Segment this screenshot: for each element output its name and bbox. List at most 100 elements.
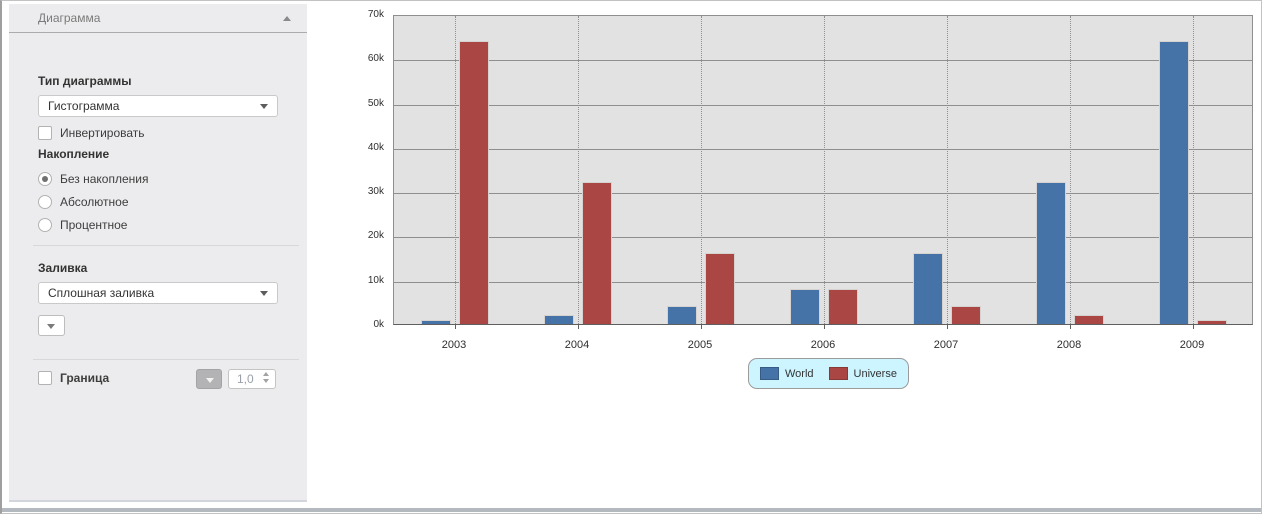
h-gridline (394, 60, 1252, 61)
h-gridline (394, 237, 1252, 238)
y-axis-label: 10k (367, 275, 384, 286)
x-axis-labels: 2003 2004 2005 2006 2007 2008 2009 (393, 339, 1253, 355)
y-axis-label: 70k (367, 9, 384, 20)
v-gridline (455, 16, 456, 324)
panel-header[interactable]: Диаграмма (9, 4, 307, 33)
bar-world-2005 (667, 306, 697, 324)
stacking-radio-percent-label: Процентное (60, 218, 128, 232)
x-axis-tick (701, 324, 702, 329)
fill-label: Заливка (38, 261, 88, 275)
border-checkbox-label: Граница (60, 371, 110, 385)
spinner-down-icon[interactable] (263, 379, 269, 383)
bar-world-2003 (421, 320, 451, 324)
x-axis-label: 2009 (1179, 339, 1205, 351)
x-axis-tick (947, 324, 948, 329)
bar-universe-2003 (459, 41, 489, 324)
y-axis-label: 40k (367, 142, 384, 153)
v-gridline (1070, 16, 1071, 324)
bar-universe-2004 (582, 182, 612, 324)
v-gridline (824, 16, 825, 324)
legend-item-world[interactable]: World (760, 367, 814, 380)
x-axis-label: 2008 (1056, 339, 1082, 351)
x-axis-tick (1193, 324, 1194, 329)
y-axis-label: 50k (367, 98, 384, 109)
legend-label: World (785, 367, 814, 380)
x-axis-tick (455, 324, 456, 329)
divider (33, 359, 299, 360)
radio-icon[interactable] (38, 218, 52, 232)
chevron-down-icon (260, 104, 268, 109)
chart-type-label: Тип диаграммы (38, 74, 132, 88)
x-axis-label: 2004 (564, 339, 590, 351)
border-checkbox[interactable] (38, 371, 52, 385)
x-axis-tick (824, 324, 825, 329)
x-axis-tick (1070, 324, 1071, 329)
legend-swatch (828, 367, 848, 380)
fill-select-value: Сплошная заливка (48, 286, 155, 300)
h-gridline (394, 149, 1252, 150)
stacking-radio-none[interactable]: Без накопления (38, 172, 148, 186)
border-color-dropdown-button[interactable] (196, 369, 222, 389)
bar-universe-2007 (951, 306, 981, 324)
spinner-up-icon[interactable] (263, 372, 269, 376)
stacking-radio-absolute[interactable]: Абсолютное (38, 195, 129, 209)
y-axis-label: 20k (367, 230, 384, 241)
radio-icon[interactable] (38, 172, 52, 186)
bar-universe-2005 (705, 253, 735, 324)
settings-panel: Диаграмма Тип диаграммы Гистограмма Инве… (9, 4, 307, 502)
plot-area (393, 15, 1253, 329)
x-axis-label: 2007 (933, 339, 959, 351)
bar-world-2008 (1036, 182, 1066, 324)
border-checkbox-row[interactable]: Граница (38, 371, 109, 385)
spinner-arrows[interactable] (263, 372, 269, 383)
chevron-up-icon[interactable] (283, 16, 291, 21)
fill-select[interactable]: Сплошная заливка (38, 282, 278, 304)
y-axis-label: 60k (367, 53, 384, 64)
window-bottom-edge (1, 508, 1261, 512)
legend: World Universe (748, 358, 909, 389)
bar-world-2004 (544, 315, 574, 324)
invert-checkbox[interactable] (38, 126, 52, 140)
panel-title: Диаграмма (38, 11, 101, 25)
y-axis-label: 0k (373, 319, 384, 330)
chart-container: 0k 10k 20k 30k 40k 50k 60k 70k 2003 2004 2005 2006… (310, 0, 1262, 514)
bar-universe-2009 (1197, 320, 1227, 324)
chart-type-select-value: Гистограмма (48, 99, 120, 113)
y-axis-labels: 0k 10k 20k 30k 40k 50k 60k 70k (310, 9, 387, 330)
x-axis-tick (578, 324, 579, 329)
panel-body: Тип диаграммы Гистограмма Инвертировать … (9, 33, 307, 501)
bar-world-2006 (790, 289, 820, 324)
bar-world-2007 (913, 253, 943, 324)
legend-swatch (760, 367, 779, 380)
stacking-label: Накопление (38, 147, 110, 161)
bar-world-2009 (1159, 41, 1189, 324)
fill-options-dropdown-button[interactable] (38, 315, 65, 336)
chevron-down-icon (260, 291, 268, 296)
stacking-radio-percent[interactable]: Процентное (38, 218, 127, 232)
legend-item-universe[interactable]: Universe (828, 367, 897, 380)
stacking-radio-none-label: Без накопления (60, 172, 149, 186)
x-axis-label: 2006 (810, 339, 836, 351)
invert-checkbox-row[interactable]: Инвертировать (38, 126, 145, 140)
v-gridline (701, 16, 702, 324)
v-gridline (947, 16, 948, 324)
v-gridline (1193, 16, 1194, 324)
bar-universe-2006 (828, 289, 858, 324)
x-axis-label: 2003 (441, 339, 467, 351)
v-gridline (578, 16, 579, 324)
stacking-radio-absolute-label: Абсолютное (60, 195, 129, 209)
border-width-value: 1,0 (237, 372, 254, 386)
radio-icon[interactable] (38, 195, 52, 209)
chart-type-select[interactable]: Гистограмма (38, 95, 278, 117)
y-axis-label: 30k (367, 186, 384, 197)
legend-label: Universe (853, 367, 897, 380)
h-gridline (394, 282, 1252, 283)
invert-checkbox-label: Инвертировать (60, 126, 145, 140)
chevron-down-icon (47, 324, 55, 329)
divider (33, 245, 299, 246)
x-axis-label: 2005 (687, 339, 713, 351)
h-gridline (394, 105, 1252, 106)
border-width-spinner[interactable]: 1,0 (228, 369, 276, 389)
h-gridline (394, 193, 1252, 194)
